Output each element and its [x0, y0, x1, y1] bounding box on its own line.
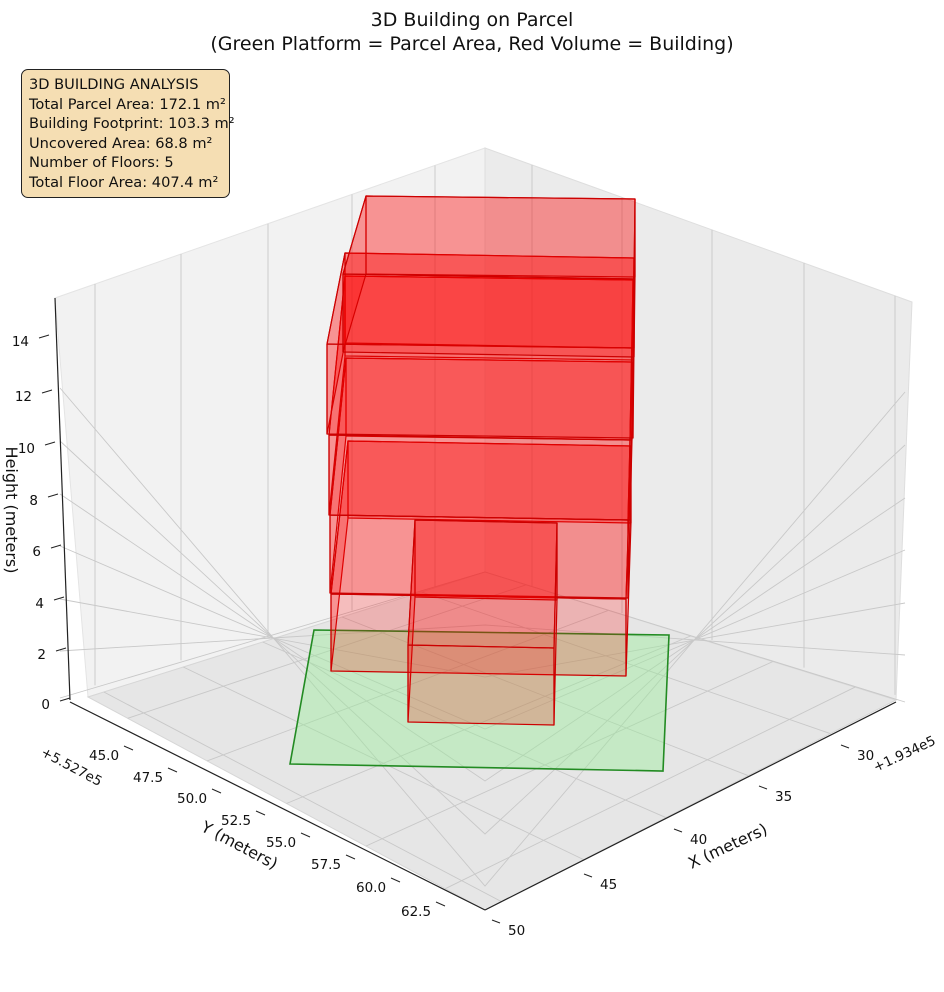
z-tick-mark	[41, 389, 53, 394]
z-gridline	[59, 624, 906, 656]
z-tick-mark	[50, 544, 62, 549]
z-tick-label: 4	[35, 596, 44, 612]
z-tick-label: 12	[15, 389, 32, 405]
z-tick-label: 14	[12, 334, 29, 350]
gridlines	[59, 164, 906, 902]
y-tick-mark	[390, 877, 401, 883]
building-annex-face	[407, 519, 558, 649]
z-tick-mark	[53, 596, 65, 601]
y-tick-mark	[300, 832, 311, 838]
x-axis-line	[484, 701, 897, 911]
info-parcel-area: Total Parcel Area: 172.1 m²	[29, 95, 226, 113]
building-annex-face	[407, 644, 555, 726]
z-tick-label: 8	[29, 493, 38, 509]
building-floor-5-face	[342, 273, 635, 358]
y-tick-label: 55.0	[266, 835, 296, 851]
chart-subtitle: (Green Platform = Parcel Area, Red Volum…	[210, 33, 733, 55]
chart-title: 3D Building on Parcel	[371, 9, 574, 31]
x-tick-mark	[491, 919, 501, 924]
y-axis-line	[69, 701, 486, 911]
axes	[54, 297, 897, 911]
y-tick-mark	[255, 810, 266, 816]
x-gridline-floor	[445, 686, 856, 890]
z-gridline	[59, 493, 906, 782]
building-floor-3-face	[328, 434, 631, 521]
z-gridline	[59, 387, 906, 887]
z-gridline	[59, 598, 906, 678]
y-gridline-floor	[262, 641, 667, 819]
x-tick-mark	[583, 873, 593, 878]
x-offset-label: +1.934e5	[871, 733, 938, 776]
z-axis-label: Height (meters)	[2, 447, 21, 574]
building-floor-4-face	[326, 343, 634, 439]
info-uncovered-area: Uncovered Area: 68.8 m²	[29, 134, 213, 152]
z-gridline	[59, 440, 906, 835]
x-gridline-floor	[127, 584, 527, 719]
y-gridline-floor	[183, 666, 584, 861]
z-tick-label: 6	[32, 544, 41, 560]
x-gridline-floor	[365, 661, 773, 847]
tick-labels: 303540455045.047.550.052.555.057.560.062…	[12, 334, 874, 939]
y-tick-label: 60.0	[356, 880, 386, 896]
z-tick-mark	[44, 441, 56, 446]
z-tick-mark	[38, 334, 50, 339]
building-floor-5-face	[342, 195, 636, 280]
y-tick-mark	[435, 901, 446, 907]
z-tick-label: 10	[18, 441, 35, 457]
z-tick-mark	[59, 697, 71, 702]
x-tick-label: 45	[600, 877, 617, 893]
info-floor-area: Total Floor Area: 407.4 m²	[29, 173, 219, 191]
x-tick-label: 30	[857, 748, 874, 764]
y-gridline-floor	[103, 691, 502, 902]
analysis-info-box: 3D BUILDING ANALYSIS Total Parcel Area: …	[21, 69, 235, 198]
building-volume	[326, 195, 636, 726]
z-tick-mark	[47, 493, 59, 498]
x-tick-mark	[840, 744, 850, 749]
x-tick-mark	[673, 828, 683, 833]
y-tick-label: 62.5	[401, 904, 431, 920]
info-footprint: Building Footprint: 103.3 m²	[29, 115, 235, 132]
x-tick-label: 35	[775, 789, 792, 805]
info-floors: Number of Floors: 5	[29, 154, 174, 171]
y-tick-label: 50.0	[177, 791, 207, 807]
y-tick-label: 52.5	[221, 813, 251, 829]
z-tick-label: 0	[41, 697, 50, 713]
x-gridline-floor	[286, 635, 691, 804]
z-gridline	[59, 545, 906, 730]
building-floor-3-face	[328, 275, 634, 441]
x-tick-label: 40	[690, 832, 707, 848]
info-heading: 3D BUILDING ANALYSIS	[29, 76, 199, 93]
y-tick-label: 45.0	[89, 748, 119, 764]
z-tick-mark	[55, 647, 67, 652]
parcel-platform	[289, 629, 670, 772]
floor-pane	[86, 571, 898, 911]
y-tick-label: 47.5	[133, 770, 163, 786]
z-gridline	[59, 571, 906, 703]
y-tick-mark	[345, 854, 356, 860]
x-tick-label: 50	[508, 923, 525, 939]
z-tick-label: 2	[37, 647, 46, 663]
y-gridline-floor	[341, 616, 749, 777]
y-tick-mark	[211, 788, 222, 794]
x-tick-mark	[758, 785, 768, 790]
parcel-polygon	[289, 629, 670, 772]
y-tick-label: 57.5	[311, 857, 341, 873]
y-tick-mark	[123, 745, 134, 751]
z-axis-line	[54, 297, 71, 701]
y-tick-mark	[167, 767, 178, 773]
